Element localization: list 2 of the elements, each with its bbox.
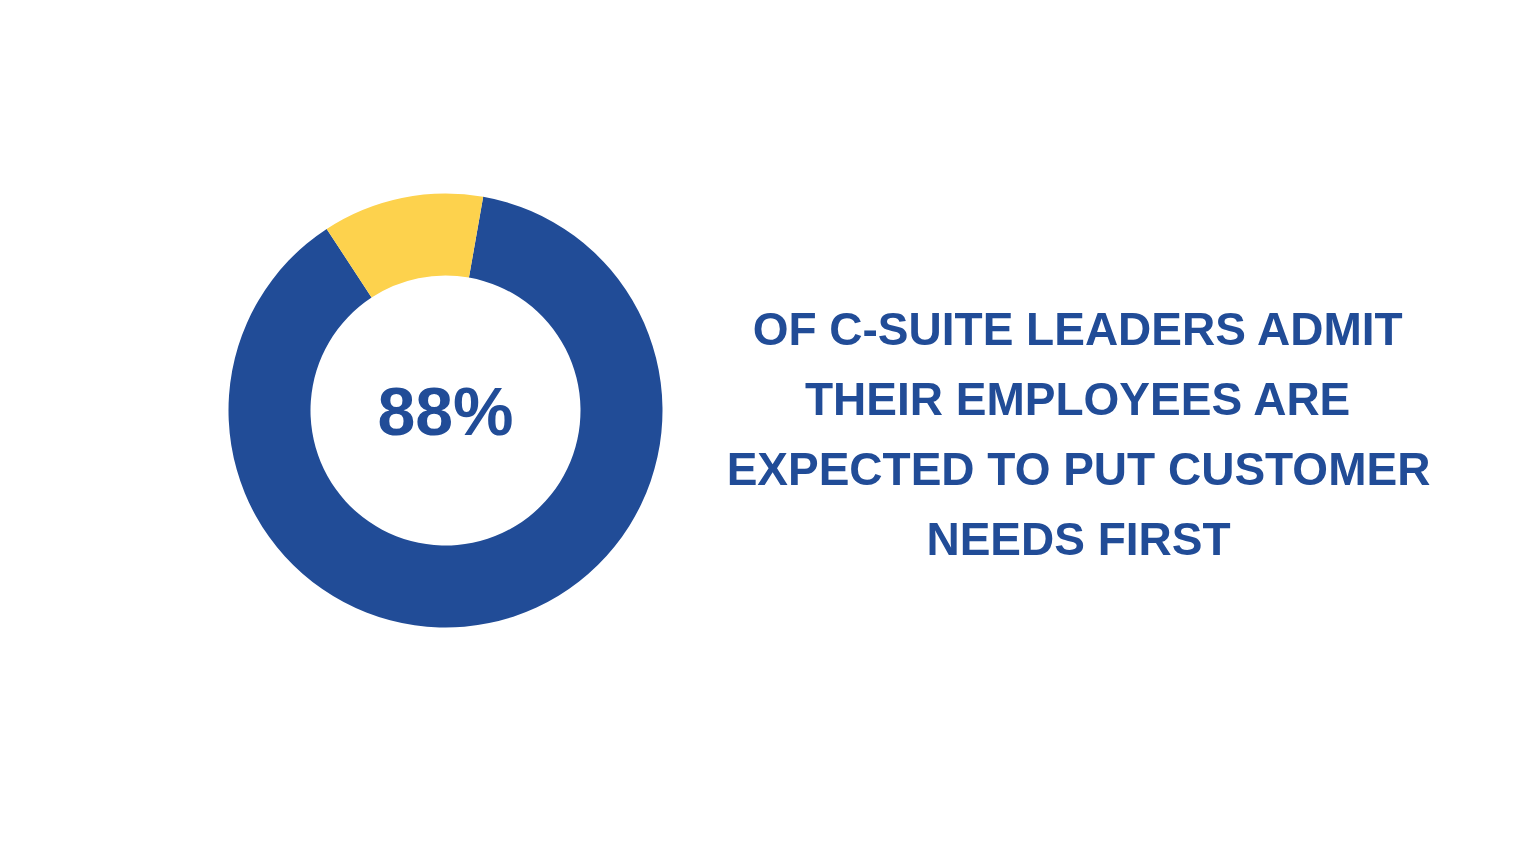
text: OF C-SUITE LEADERS ADMIT THEIR EMPLOYEES ARE EXPECTED TO PUT CUSTOMER NEEDS FIRST [726, 302, 1431, 565]
data-label: 88% [377, 372, 514, 449]
